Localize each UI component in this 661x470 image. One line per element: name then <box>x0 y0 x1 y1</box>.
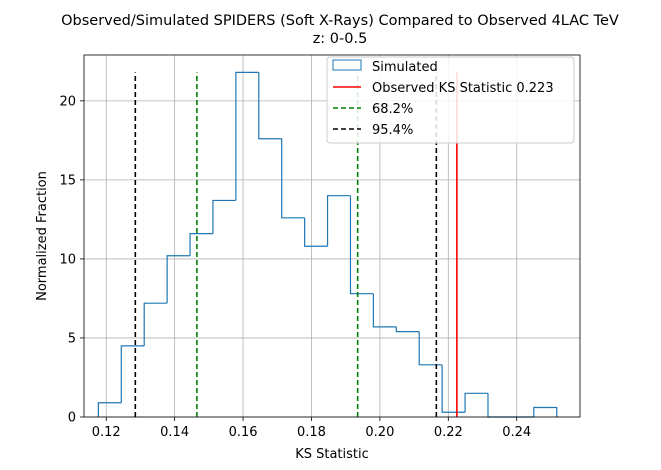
histogram-bin <box>281 138 305 219</box>
plot-frame <box>83 54 581 418</box>
histogram-bin <box>441 364 466 413</box>
histogram-bin <box>97 402 122 417</box>
x-tick-label: 0.12 <box>92 425 121 440</box>
legend-simulated-label: Simulated <box>372 60 438 75</box>
y-tick-label: 20 <box>59 94 76 109</box>
histogram-bin <box>372 293 397 328</box>
histogram-bin <box>326 195 351 247</box>
legend: Simulated Observed KS Statistic 0.223 68… <box>326 56 575 144</box>
y-tick-label: 0 <box>68 411 76 426</box>
legend-ci68-label: 68.2% <box>372 102 413 117</box>
histogram-bin <box>395 326 420 333</box>
chart-subtitle: z: 0-0.5 <box>313 31 368 47</box>
histogram-bin <box>418 331 443 366</box>
histogram-bin <box>166 255 191 304</box>
x-tick-label: 0.14 <box>160 425 189 440</box>
histogram-series <box>97 71 558 418</box>
histogram-bin <box>533 406 558 417</box>
y-axis-label: Normalized Fraction <box>35 171 50 301</box>
x-tick-label: 0.24 <box>502 425 531 440</box>
y-tick-label: 15 <box>59 173 76 188</box>
x-axis-label: KS Statistic <box>295 447 369 462</box>
histogram-bin <box>349 195 374 295</box>
x-tick-label: 0.18 <box>297 425 326 440</box>
legend-simulated-swatch <box>332 59 362 71</box>
histogram-bin <box>235 71 259 201</box>
histogram-bin <box>189 233 213 256</box>
chart-title: Observed/Simulated SPIDERS (Soft X-Rays)… <box>61 13 619 29</box>
histogram-bin <box>487 393 511 418</box>
x-tick-label: 0.16 <box>229 425 258 440</box>
histogram-bin <box>304 217 328 247</box>
legend-box <box>326 56 575 144</box>
histogram-bin <box>464 392 488 413</box>
histogram-bin <box>120 345 145 403</box>
y-tick-label: 5 <box>68 331 76 346</box>
histogram-bin <box>258 72 282 140</box>
x-tick-label: 0.20 <box>365 425 394 440</box>
histogram-bin <box>143 302 168 346</box>
x-tick-label: 0.22 <box>434 425 463 440</box>
histogram-bin <box>212 199 236 234</box>
legend-ci95-label: 95.4% <box>372 123 413 138</box>
y-tick-label: 10 <box>59 252 76 267</box>
axis-ticks: 0.12 0.14 0.16 0.18 0.20 0.22 0.24 0 5 10 15 20 <box>59 94 531 440</box>
legend-observed-label: Observed KS Statistic 0.223 <box>372 81 554 96</box>
